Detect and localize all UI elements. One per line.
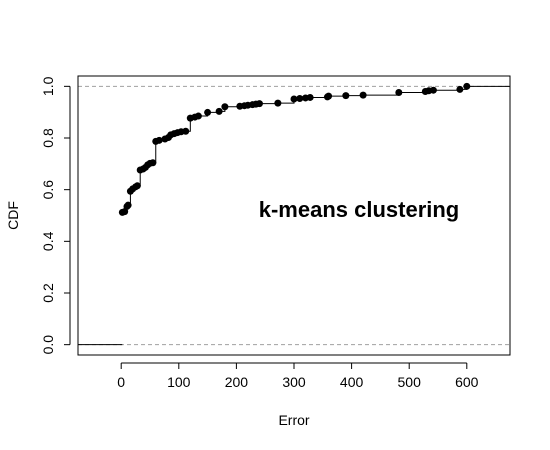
y-tick-label: 1.0: [40, 76, 56, 96]
data-point: [194, 112, 202, 120]
x-tick-label: 200: [225, 374, 249, 390]
data-point: [325, 92, 333, 100]
data-point: [296, 94, 304, 102]
x-axis: 0 100 200 300 400 500 600: [117, 362, 479, 390]
data-point: [395, 89, 403, 97]
chart-annotation: k-means clustering: [259, 197, 460, 222]
x-tick-label: 0: [117, 374, 125, 390]
data-point: [306, 93, 314, 101]
data-point: [429, 86, 437, 94]
y-tick-label: 0.8: [40, 128, 56, 148]
data-point: [182, 127, 190, 135]
y-tick-label: 0.2: [40, 283, 56, 303]
y-tick-label: 0.0: [40, 335, 56, 355]
data-point: [133, 182, 141, 190]
data-point: [290, 95, 298, 103]
plot-frame: [77, 75, 511, 356]
data-point: [255, 100, 263, 108]
x-tick-label: 100: [167, 374, 191, 390]
x-tick-label: 600: [455, 374, 479, 390]
y-tick-label: 0.4: [40, 231, 56, 251]
x-tick-label: 300: [282, 374, 306, 390]
data-point: [342, 92, 350, 100]
data-point: [124, 201, 132, 209]
cdf-step-line: [122, 86, 468, 213]
y-axis: 0.0 0.2 0.4 0.6 0.8 1.0: [40, 76, 71, 355]
cdf-points: [118, 82, 471, 216]
x-tick-label: 400: [340, 374, 364, 390]
reference-lines: [78, 85, 510, 346]
x-axis-label: Error: [278, 412, 309, 428]
data-point: [463, 82, 471, 90]
data-point: [456, 85, 464, 93]
data-point: [204, 108, 212, 116]
y-axis-label: CDF: [5, 201, 21, 230]
data-point: [155, 136, 163, 144]
y-tick-label: 0.6: [40, 180, 56, 200]
data-point: [274, 99, 282, 107]
data-point: [221, 103, 229, 111]
data-point: [149, 159, 157, 167]
data-point: [359, 91, 367, 99]
data-point: [215, 107, 223, 115]
x-tick-label: 500: [398, 374, 422, 390]
